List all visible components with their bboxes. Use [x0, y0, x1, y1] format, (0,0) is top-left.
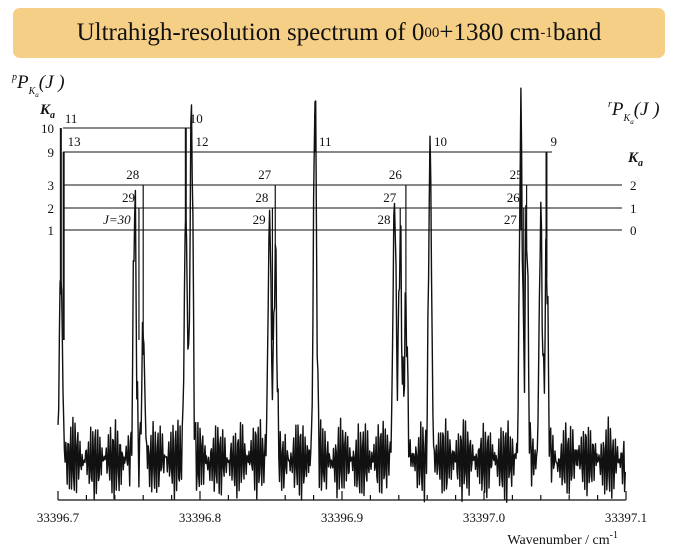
superscript: r	[608, 99, 612, 110]
assignment-label: 28	[255, 190, 268, 205]
superscript: p	[11, 72, 17, 83]
right-branch-label: rPKa(J )	[608, 99, 660, 126]
ka-level-label-left: 1	[48, 223, 55, 238]
assignment-label: 28	[378, 212, 391, 227]
title-mid: +1380 cm	[439, 19, 541, 46]
assignment-label: 27	[504, 212, 518, 227]
assignment-label: 27	[258, 167, 272, 182]
assignment-lines	[59, 114, 548, 355]
x-tick-label: 33396.7	[37, 510, 80, 525]
assignment-label: J=30	[103, 212, 131, 227]
x-axis-label: Wavenumber / cm-1	[507, 530, 618, 548]
assignment-label: 28	[126, 167, 139, 182]
ka-level-label-right: 0	[630, 223, 637, 238]
a-subscript: a	[35, 91, 39, 99]
left-branch-label: pPKa(J )	[11, 72, 65, 99]
assignment-label: 10	[434, 134, 447, 149]
ka-subscript: a	[50, 110, 55, 121]
x-axis: 33396.7 33396.8 33396.9 33397.0 33397.1 Waven…	[37, 491, 647, 548]
spectrum-trace	[57, 87, 626, 503]
a-subscript: a	[630, 118, 634, 126]
title-exp: -1	[540, 24, 553, 41]
title-sup: 0	[431, 24, 440, 41]
x-axis-label-exp: -1	[610, 530, 618, 541]
title-prefix: Ultrahigh-resolution spectrum of 0	[76, 19, 425, 46]
x-tick-label: 33396.8	[179, 510, 221, 525]
assignment-label: 26	[389, 167, 403, 182]
ka-header-left: Ka	[39, 102, 55, 121]
ka-level-label-left: 10	[41, 121, 54, 136]
title-suffix: band	[552, 19, 602, 46]
k-subscript: K	[623, 113, 632, 124]
assignment-label: 29	[122, 190, 135, 205]
chart-title: Ultrahigh-resolution spectrum of 0 0 0 +138…	[13, 8, 665, 58]
assignment-label: 11	[319, 134, 332, 149]
title-sub: 0	[424, 24, 432, 41]
x-tick-label: 33396.9	[321, 510, 363, 525]
x-tick-label: 33397.1	[605, 510, 647, 525]
assignment-label: 27	[383, 190, 397, 205]
ka-subscript: a	[638, 158, 643, 169]
ka-header-right: Ka	[627, 150, 643, 169]
assignment-label: 9	[550, 134, 557, 149]
assignment-label: 10	[190, 111, 203, 126]
assignment-label: 11	[65, 111, 78, 126]
ka-level-label-right: 1	[630, 201, 637, 216]
assignment-label: 12	[195, 134, 208, 149]
x-tick-label: 33397.0	[463, 510, 505, 525]
p-letter: P	[16, 72, 29, 93]
ka-level-label-right: 2	[630, 178, 637, 193]
k-subscript: K	[28, 86, 37, 97]
argument: (J )	[39, 72, 65, 93]
assignment-label: 25	[510, 167, 523, 182]
ka-level-label-left: 9	[48, 145, 55, 160]
assignment-label: 26	[507, 190, 521, 205]
p-letter: P	[611, 99, 624, 120]
argument: (J )	[634, 99, 660, 120]
assignment-label: 29	[253, 212, 266, 227]
ka-level-label-left: 3	[48, 178, 55, 193]
ka-level-label-left: 2	[48, 201, 55, 216]
assignment-label: 13	[68, 134, 81, 149]
